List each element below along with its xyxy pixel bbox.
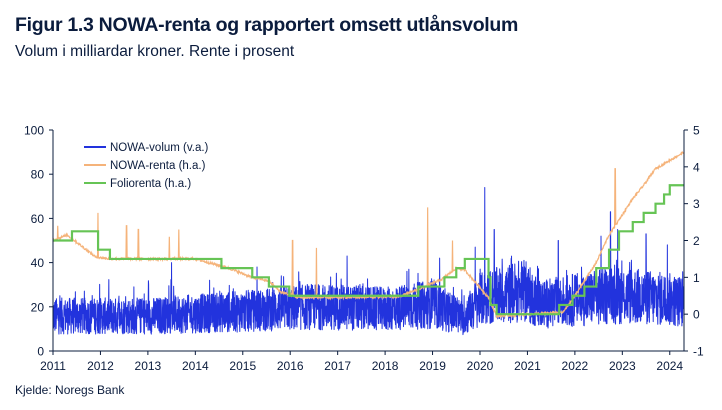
- x-tick-label: 2019: [419, 359, 446, 373]
- left-tick-label: 0: [37, 345, 44, 359]
- x-tick-label: 2011: [40, 359, 66, 373]
- left-tick-label: 60: [31, 212, 45, 226]
- right-tick-label: 5: [693, 124, 700, 138]
- x-tick-label: 2017: [324, 359, 351, 373]
- left-tick-label: 80: [31, 168, 45, 182]
- x-tick-label: 2018: [372, 359, 399, 373]
- nowa-volume-line: [52, 186, 685, 336]
- x-tick-label: 2012: [87, 359, 114, 373]
- folio-rate-line: [53, 184, 684, 316]
- right-tick-label: 1: [693, 271, 700, 285]
- x-tick-label: 2015: [229, 359, 256, 373]
- x-tick-label: 2013: [135, 359, 162, 373]
- figure-title: Figur 1.3 NOWA-renta og rapportert omset…: [15, 14, 519, 36]
- legend-nowa-volume-label: NOWA-volum (v.a.): [110, 142, 209, 154]
- left-tick-label: 20: [31, 300, 45, 314]
- left-tick-label: 40: [31, 256, 45, 270]
- right-tick-label: -1: [693, 345, 704, 359]
- right-tick-label: 4: [693, 160, 700, 174]
- legend-nowa-rate-label: NOWA-renta (h.a.): [110, 160, 206, 172]
- x-tick-label: 2014: [182, 359, 209, 373]
- source-note: Kjelde: Noregs Bank: [15, 383, 125, 397]
- x-tick-label: 2022: [562, 359, 589, 373]
- x-tick-label: 2021: [514, 359, 541, 373]
- right-tick-label: 0: [693, 308, 700, 322]
- right-tick-label: 3: [693, 197, 700, 211]
- x-tick-label: 2024: [656, 359, 683, 373]
- figure-subtitle: Volum i milliardar kroner. Rente i prose…: [15, 43, 295, 60]
- legend-folio-rate-label: Foliorenta (h.a.): [110, 178, 191, 190]
- x-tick-label: 2016: [277, 359, 304, 373]
- left-tick-label: 100: [24, 124, 44, 138]
- right-tick-label: 2: [693, 234, 700, 248]
- x-tick-label: 2023: [609, 359, 636, 373]
- x-tick-label: 2020: [467, 359, 494, 373]
